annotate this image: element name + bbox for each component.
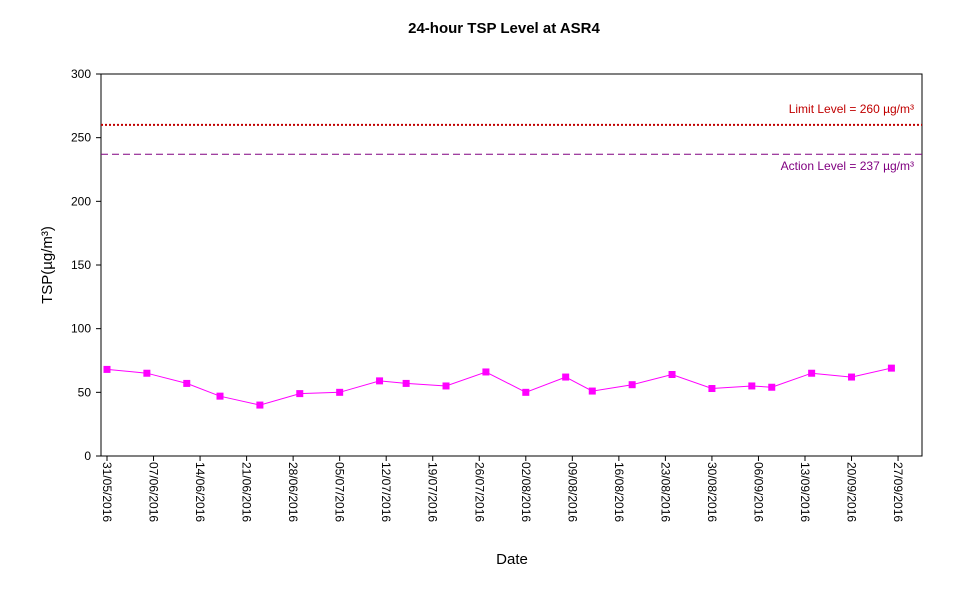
data-point (216, 392, 224, 400)
x-tick-label: 26/07/2016 (472, 462, 486, 522)
x-tick-label: 05/07/2016 (333, 462, 347, 522)
y-tick-label: 50 (78, 385, 92, 399)
x-tick-label: 19/07/2016 (426, 462, 440, 522)
series-line (106, 367, 892, 406)
data-point (442, 382, 450, 390)
plot-area (100, 73, 923, 457)
x-tick-label: 06/09/2016 (751, 462, 765, 522)
x-tick-label: 31/05/2016 (100, 462, 114, 522)
data-point (482, 368, 490, 376)
data-point (296, 390, 304, 398)
data-point (708, 385, 716, 393)
y-tick-label: 100 (71, 322, 91, 336)
x-axis-label: Date (496, 551, 528, 568)
data-point (256, 401, 264, 409)
chart-title: 24-hour TSP Level at ASR4 (408, 20, 600, 37)
x-tick-label: 28/06/2016 (286, 462, 300, 522)
y-tick-label: 150 (71, 258, 91, 272)
x-tick-label: 12/07/2016 (379, 462, 393, 522)
data-point (887, 364, 895, 372)
x-tick-label: 21/06/2016 (240, 462, 254, 522)
data-point (183, 379, 191, 387)
x-tick-label: 07/06/2016 (147, 462, 161, 522)
x-tick-label: 30/08/2016 (705, 462, 719, 522)
data-point (668, 371, 676, 379)
series-group (103, 364, 895, 409)
y-tick-label: 250 (71, 131, 91, 145)
x-tick-label: 13/09/2016 (798, 462, 812, 522)
y-axis-label: TSP(µg/m³) (39, 226, 56, 304)
data-point (748, 382, 756, 390)
x-tick-label: 20/09/2016 (845, 462, 859, 522)
data-point (376, 377, 384, 385)
data-point (103, 365, 111, 373)
x-tick-label: 16/08/2016 (612, 462, 626, 522)
x-tick-label: 09/08/2016 (565, 462, 579, 522)
data-point (848, 373, 856, 381)
x-tick-label: 27/09/2016 (891, 462, 905, 522)
x-tick-label: 02/08/2016 (519, 462, 533, 522)
reference-lines: Limit Level = 260 µg/m³ Action Level = 23… (101, 102, 922, 173)
data-point (808, 369, 816, 377)
data-point (336, 388, 344, 396)
y-tick-label: 200 (71, 194, 91, 208)
data-point (768, 383, 776, 391)
data-point (522, 388, 530, 396)
data-point (628, 381, 636, 389)
data-point (143, 369, 151, 377)
reference-line-label: Action Level = 237 µg/m³ (781, 159, 914, 173)
y-tick-label: 300 (71, 67, 91, 81)
data-point (402, 379, 410, 387)
y-tick-label: 0 (84, 449, 91, 463)
x-tick-label: 23/08/2016 (658, 462, 672, 522)
x-axis: 31/05/2016 07/06/2016 14/06/2016 21/06/2016… (100, 456, 905, 522)
data-point (562, 373, 570, 381)
data-point (588, 387, 596, 395)
reference-line-label: Limit Level = 260 µg/m³ (789, 102, 914, 116)
y-axis: 0 50 100 150 200 250 300 (71, 67, 101, 463)
x-tick-label: 14/06/2016 (193, 462, 207, 522)
